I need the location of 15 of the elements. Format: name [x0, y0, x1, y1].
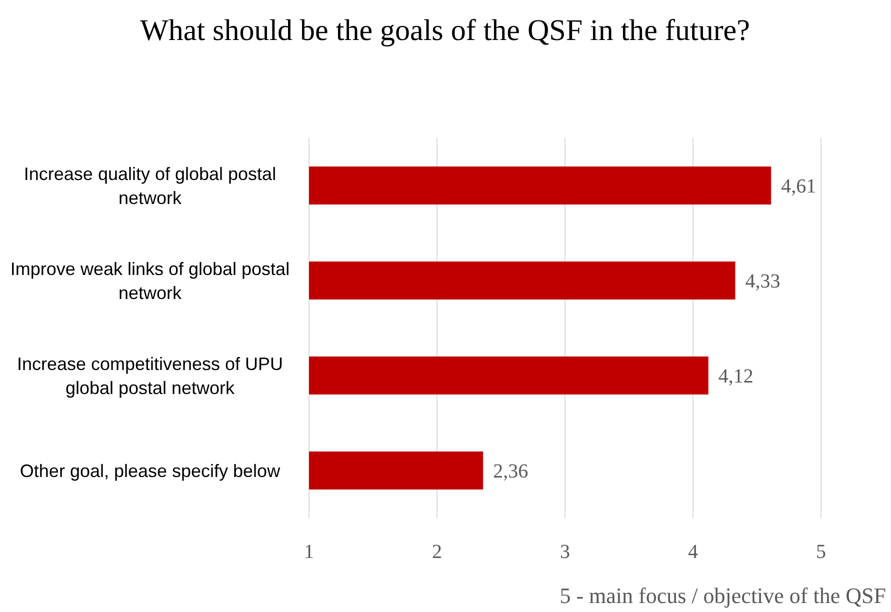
y-tick-label: Improve weak links of global postal network [10, 258, 290, 303]
chart-title: What should be the goals of the QSF in the future? [140, 14, 750, 47]
x-tick-label: 1 [304, 541, 314, 563]
y-tick-label: Increase competitiveness of UPU global postal network [16, 354, 284, 398]
data-label: 4,33 [745, 270, 780, 292]
data-label: 4,12 [718, 366, 754, 388]
data-label: 2,36 [493, 460, 528, 482]
x-tick-label: 2 [432, 541, 442, 563]
x-tick-label: 4 [688, 541, 698, 563]
y-tick-label: Other goal, please specify below [20, 460, 282, 481]
x-tick-label: 5 [816, 541, 826, 563]
x-tick-label: 3 [560, 541, 570, 563]
x-axis-title: 5 - main focus / objective of the QSF [560, 583, 886, 608]
y-tick-label: Increase quality of global postal network [24, 164, 276, 208]
data-label: 4,61 [781, 176, 816, 198]
